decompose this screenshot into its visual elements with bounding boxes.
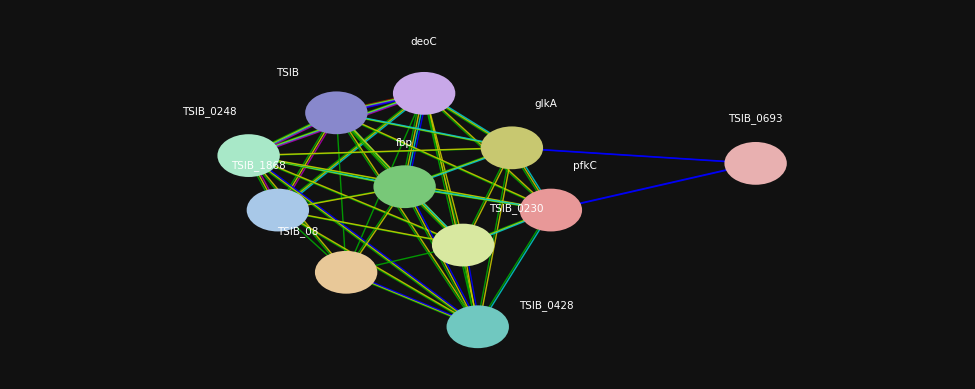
Ellipse shape: [432, 224, 494, 266]
Text: TSIB_0693: TSIB_0693: [728, 114, 783, 124]
Text: TSIB_08: TSIB_08: [277, 226, 318, 237]
Text: TSIB_0230: TSIB_0230: [489, 203, 544, 214]
Text: glkA: glkA: [534, 99, 558, 109]
Text: TSIB_0428: TSIB_0428: [519, 300, 573, 311]
Text: deoC: deoC: [410, 37, 438, 47]
Text: TSIB: TSIB: [276, 68, 299, 78]
Ellipse shape: [373, 165, 436, 208]
Ellipse shape: [481, 126, 543, 169]
Ellipse shape: [247, 189, 309, 231]
Text: pfkC: pfkC: [573, 161, 597, 171]
Text: fbp: fbp: [396, 138, 413, 148]
Ellipse shape: [393, 72, 455, 115]
Ellipse shape: [305, 91, 368, 134]
Ellipse shape: [447, 305, 509, 348]
Text: TSIB_0248: TSIB_0248: [182, 106, 237, 117]
Ellipse shape: [520, 189, 582, 231]
Text: TSIB_1868: TSIB_1868: [231, 160, 286, 171]
Ellipse shape: [315, 251, 377, 294]
Ellipse shape: [724, 142, 787, 185]
Ellipse shape: [217, 134, 280, 177]
